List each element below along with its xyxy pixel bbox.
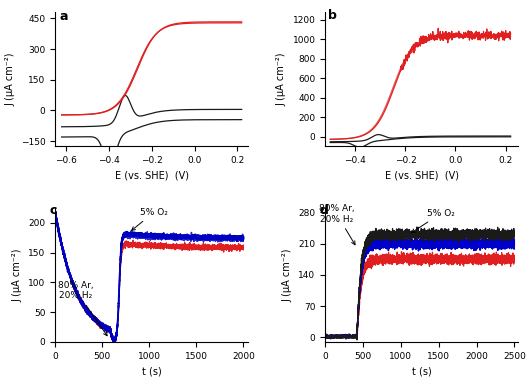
Text: b: b: [328, 9, 337, 22]
X-axis label: E (vs. SHE)  (V): E (vs. SHE) (V): [115, 170, 189, 181]
Y-axis label: J (μA cm⁻²): J (μA cm⁻²): [13, 248, 23, 302]
Text: a: a: [59, 10, 68, 23]
Y-axis label: J (μA cm⁻²): J (μA cm⁻²): [277, 52, 287, 106]
Text: 80% Ar,
20% H₂: 80% Ar, 20% H₂: [319, 204, 355, 245]
X-axis label: E (vs. SHE)  (V): E (vs. SHE) (V): [385, 170, 459, 181]
X-axis label: t (s): t (s): [412, 366, 431, 376]
Y-axis label: J (μA cm⁻²): J (μA cm⁻²): [5, 52, 15, 106]
Text: 5% O₂: 5% O₂: [132, 208, 168, 230]
Text: 5% O₂: 5% O₂: [412, 209, 455, 233]
Text: c: c: [49, 204, 57, 217]
Text: 80% Ar,
20% H₂: 80% Ar, 20% H₂: [58, 281, 107, 336]
X-axis label: t (s): t (s): [142, 366, 161, 376]
Text: d: d: [319, 204, 328, 217]
Y-axis label: J (μA cm⁻²): J (μA cm⁻²): [283, 248, 293, 302]
